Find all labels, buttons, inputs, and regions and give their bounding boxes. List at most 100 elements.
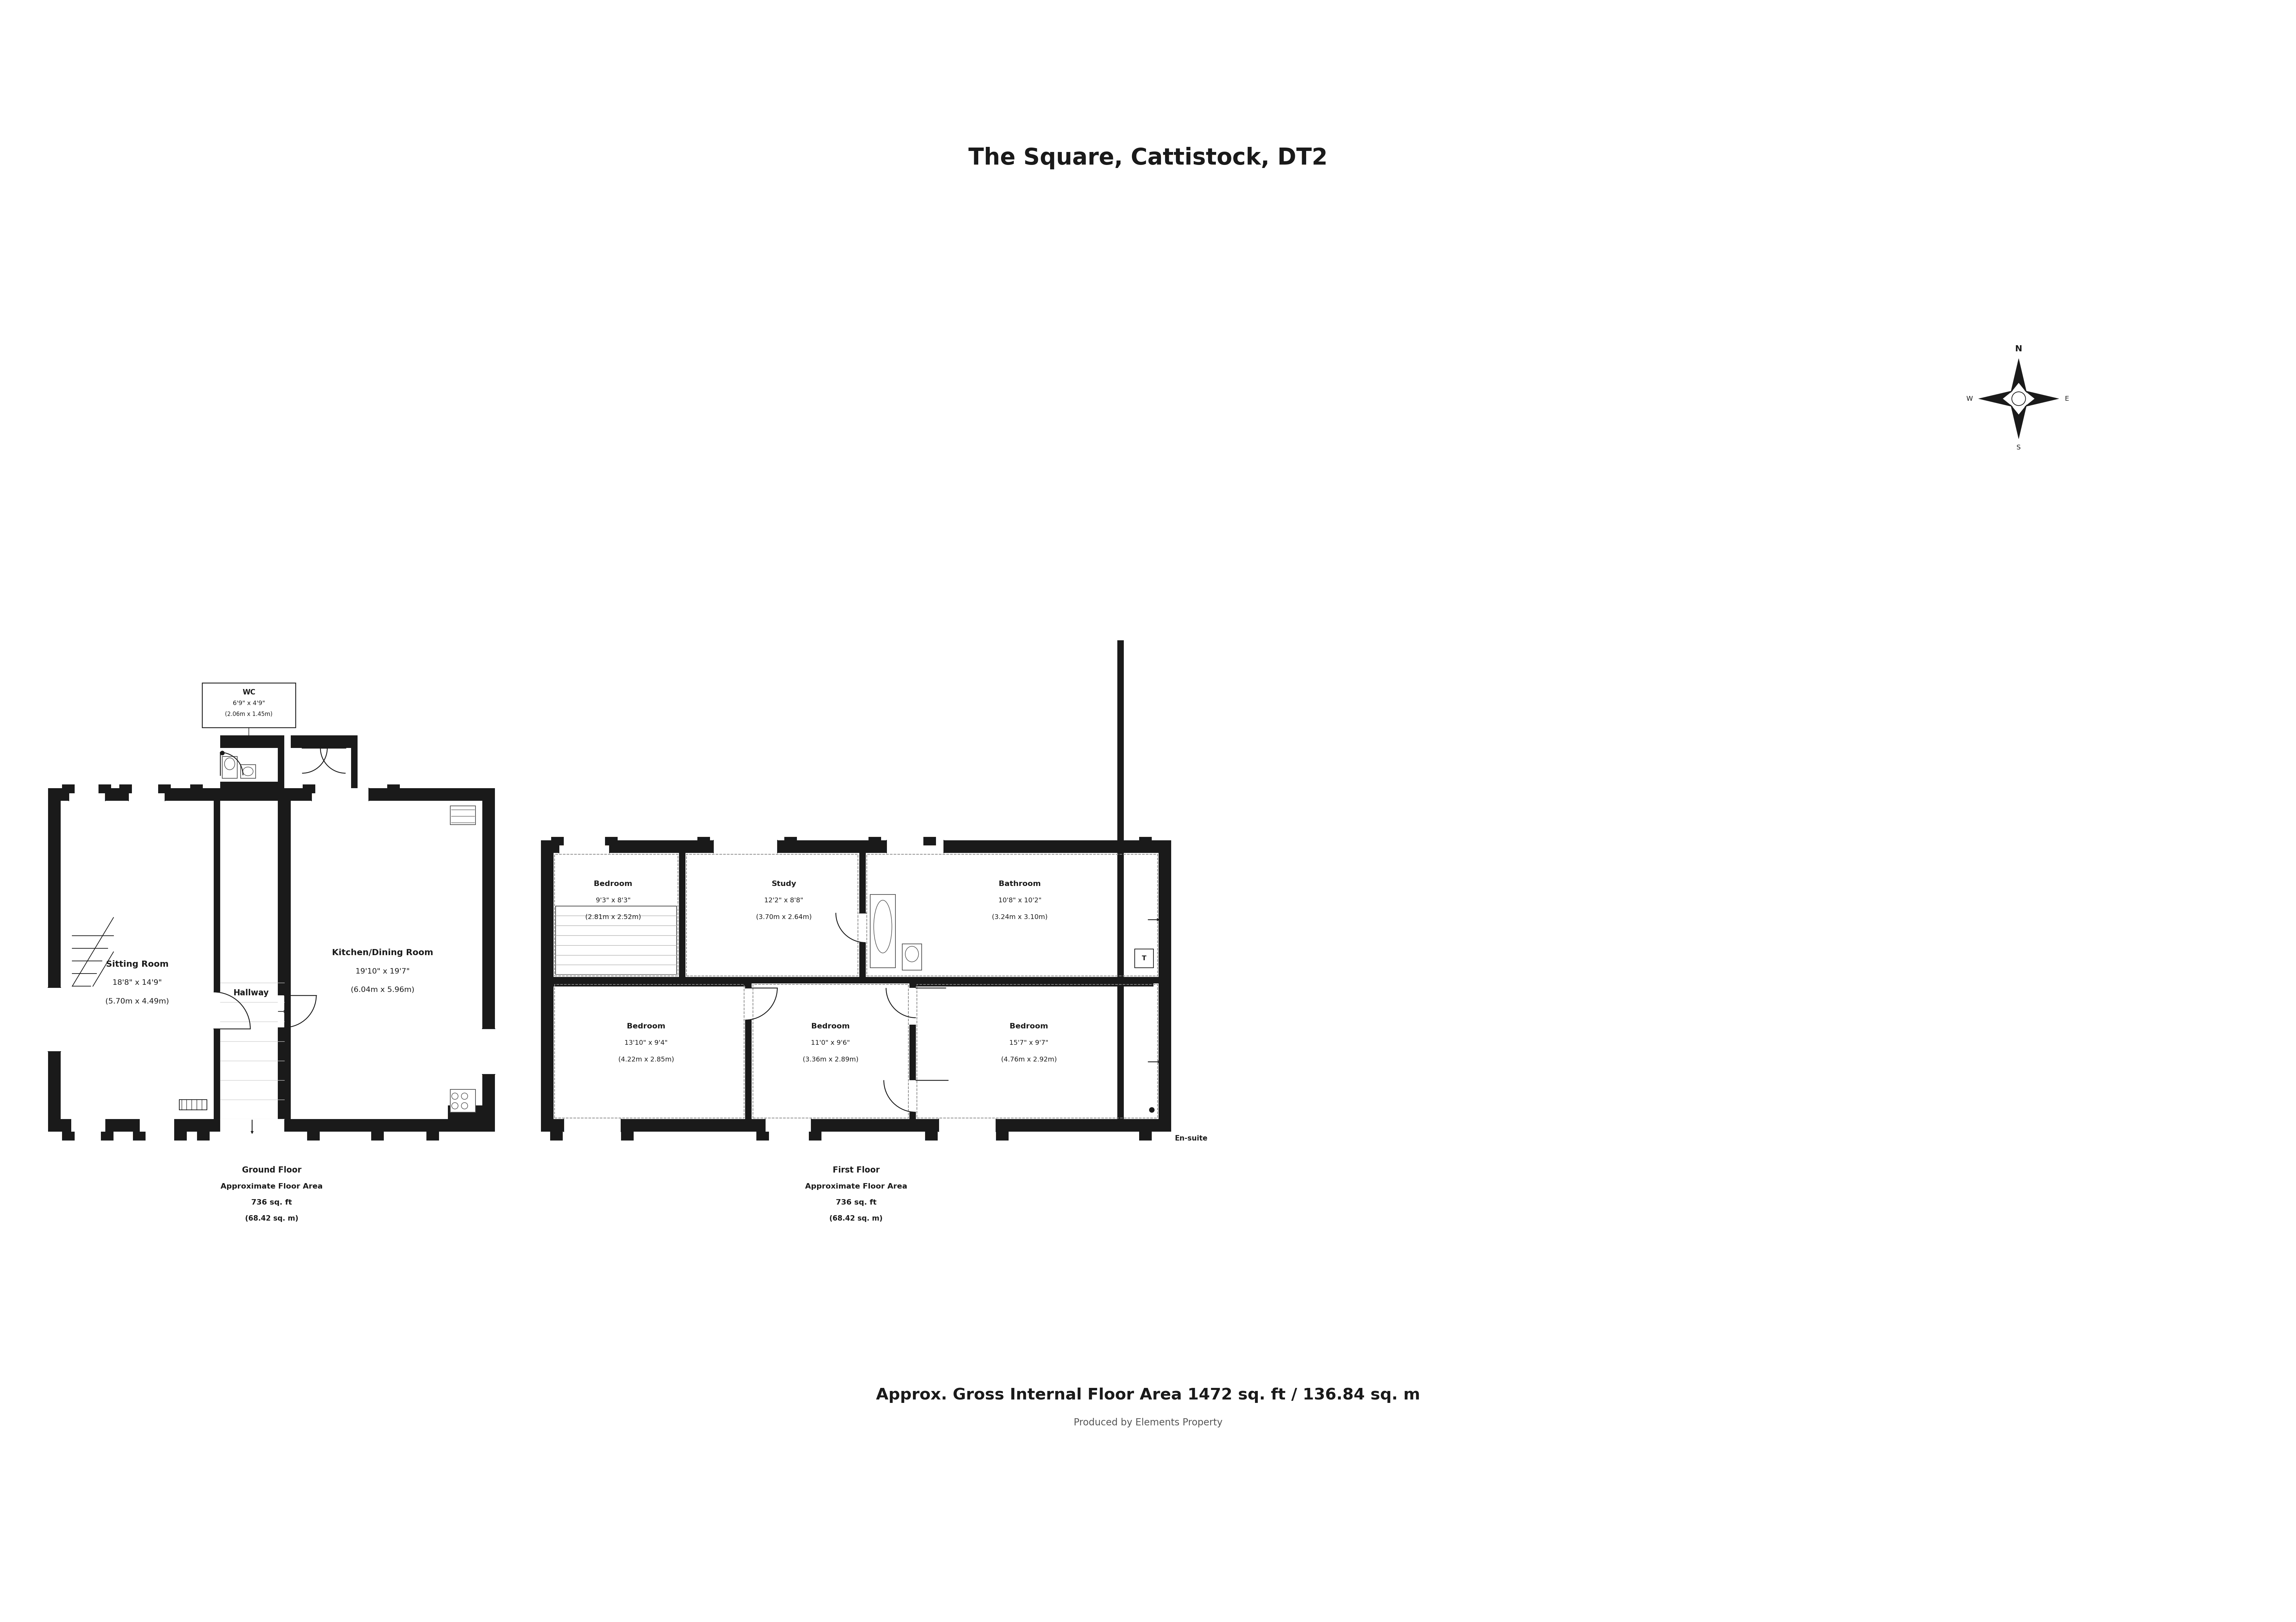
Bar (923, 837, 937, 845)
Bar (687, 855, 859, 976)
Bar (556, 985, 744, 1118)
Text: Bedroom: Bedroom (1010, 1023, 1049, 1030)
Bar (292, 735, 351, 748)
Circle shape (1148, 1108, 1155, 1113)
Bar (129, 788, 165, 801)
Text: 9'3" x 8'3": 9'3" x 8'3" (595, 897, 631, 903)
Bar (687, 840, 859, 853)
Bar (556, 907, 677, 975)
Bar (133, 1132, 145, 1140)
Bar (482, 788, 496, 1132)
Bar (62, 1132, 73, 1140)
Bar (746, 988, 751, 1020)
Ellipse shape (905, 946, 918, 962)
Bar (866, 976, 1171, 983)
Text: (4.76m x 2.92m): (4.76m x 2.92m) (1001, 1056, 1056, 1062)
Bar (751, 983, 909, 1119)
Bar (866, 853, 1159, 983)
Bar (99, 785, 110, 793)
Bar (220, 735, 285, 788)
Text: (3.36m x 2.89m): (3.36m x 2.89m) (804, 1056, 859, 1062)
Bar (174, 1132, 186, 1140)
Bar (303, 785, 315, 793)
Bar (214, 993, 220, 1028)
Bar (687, 853, 859, 983)
Text: N: N (2016, 345, 2023, 354)
Text: The Square, Cattistock, DT2: The Square, Cattistock, DT2 (969, 148, 1327, 169)
Bar (48, 788, 60, 1132)
Bar (1134, 949, 1153, 968)
Bar (197, 1132, 209, 1140)
Bar (1139, 1132, 1153, 1140)
Polygon shape (1979, 391, 2014, 407)
Bar (285, 788, 292, 1132)
Bar (220, 769, 243, 782)
Bar (909, 1080, 916, 1113)
Bar (680, 840, 687, 983)
Circle shape (2011, 393, 2025, 406)
Text: (2.81m x 2.52m): (2.81m x 2.52m) (585, 913, 641, 920)
Bar (746, 976, 751, 1132)
Bar (179, 1100, 207, 1109)
Bar (351, 735, 358, 788)
Text: Hallway: Hallway (234, 989, 269, 998)
Bar (902, 944, 921, 970)
Circle shape (220, 751, 225, 756)
Bar (312, 788, 370, 801)
Bar (542, 840, 687, 853)
Text: W: W (1965, 396, 1972, 402)
Bar (542, 840, 553, 983)
Bar (220, 801, 285, 1119)
Bar (220, 788, 285, 801)
Text: (2.06m x 1.45m): (2.06m x 1.45m) (225, 712, 273, 717)
Bar (427, 1132, 439, 1140)
Bar (285, 1119, 496, 1132)
Text: Produced by Elements Property: Produced by Elements Property (1075, 1418, 1221, 1427)
Text: Kitchen/Dining Room: Kitchen/Dining Room (333, 949, 434, 957)
Bar (1118, 641, 1123, 1132)
Bar (542, 976, 751, 983)
Bar (886, 840, 944, 853)
Bar (241, 764, 255, 779)
Bar (687, 976, 866, 983)
Text: Sitting Room: Sitting Room (106, 960, 168, 968)
Bar (916, 985, 1157, 1118)
Bar (866, 840, 1159, 853)
Bar (388, 785, 400, 793)
Text: Bedroom: Bedroom (627, 1023, 666, 1030)
Bar (925, 1132, 937, 1140)
Text: 12'2" x 8'8": 12'2" x 8'8" (765, 897, 804, 903)
Bar (868, 855, 1157, 976)
Bar (765, 1119, 810, 1132)
Text: Study: Study (771, 881, 797, 887)
Bar (482, 1028, 496, 1074)
Bar (285, 801, 482, 1119)
Ellipse shape (875, 900, 891, 954)
Bar (553, 983, 746, 1119)
Text: S: S (2016, 444, 2020, 451)
Text: Approximate Floor Area: Approximate Floor Area (220, 1182, 324, 1191)
Bar (542, 976, 553, 1132)
Bar (48, 988, 60, 1051)
Bar (60, 801, 214, 1119)
Bar (220, 735, 285, 748)
Bar (69, 788, 106, 801)
Text: E: E (2064, 396, 2069, 402)
Bar (48, 788, 220, 801)
Text: 13'10" x 9'4": 13'10" x 9'4" (625, 1040, 668, 1046)
Bar (565, 1119, 620, 1132)
Text: Ground Floor: Ground Floor (241, 1166, 301, 1174)
Text: Bedroom: Bedroom (595, 881, 631, 887)
Bar (604, 837, 618, 845)
Polygon shape (2011, 406, 2027, 440)
Bar (62, 785, 73, 793)
Text: 19'10" x 19'7": 19'10" x 19'7" (356, 968, 411, 975)
Bar (223, 756, 236, 779)
Bar (620, 1132, 634, 1140)
Bar (1159, 976, 1171, 1132)
Bar (292, 735, 351, 788)
Bar (1139, 837, 1153, 845)
Bar (868, 837, 882, 845)
Bar (278, 996, 285, 1027)
Bar (751, 976, 916, 983)
